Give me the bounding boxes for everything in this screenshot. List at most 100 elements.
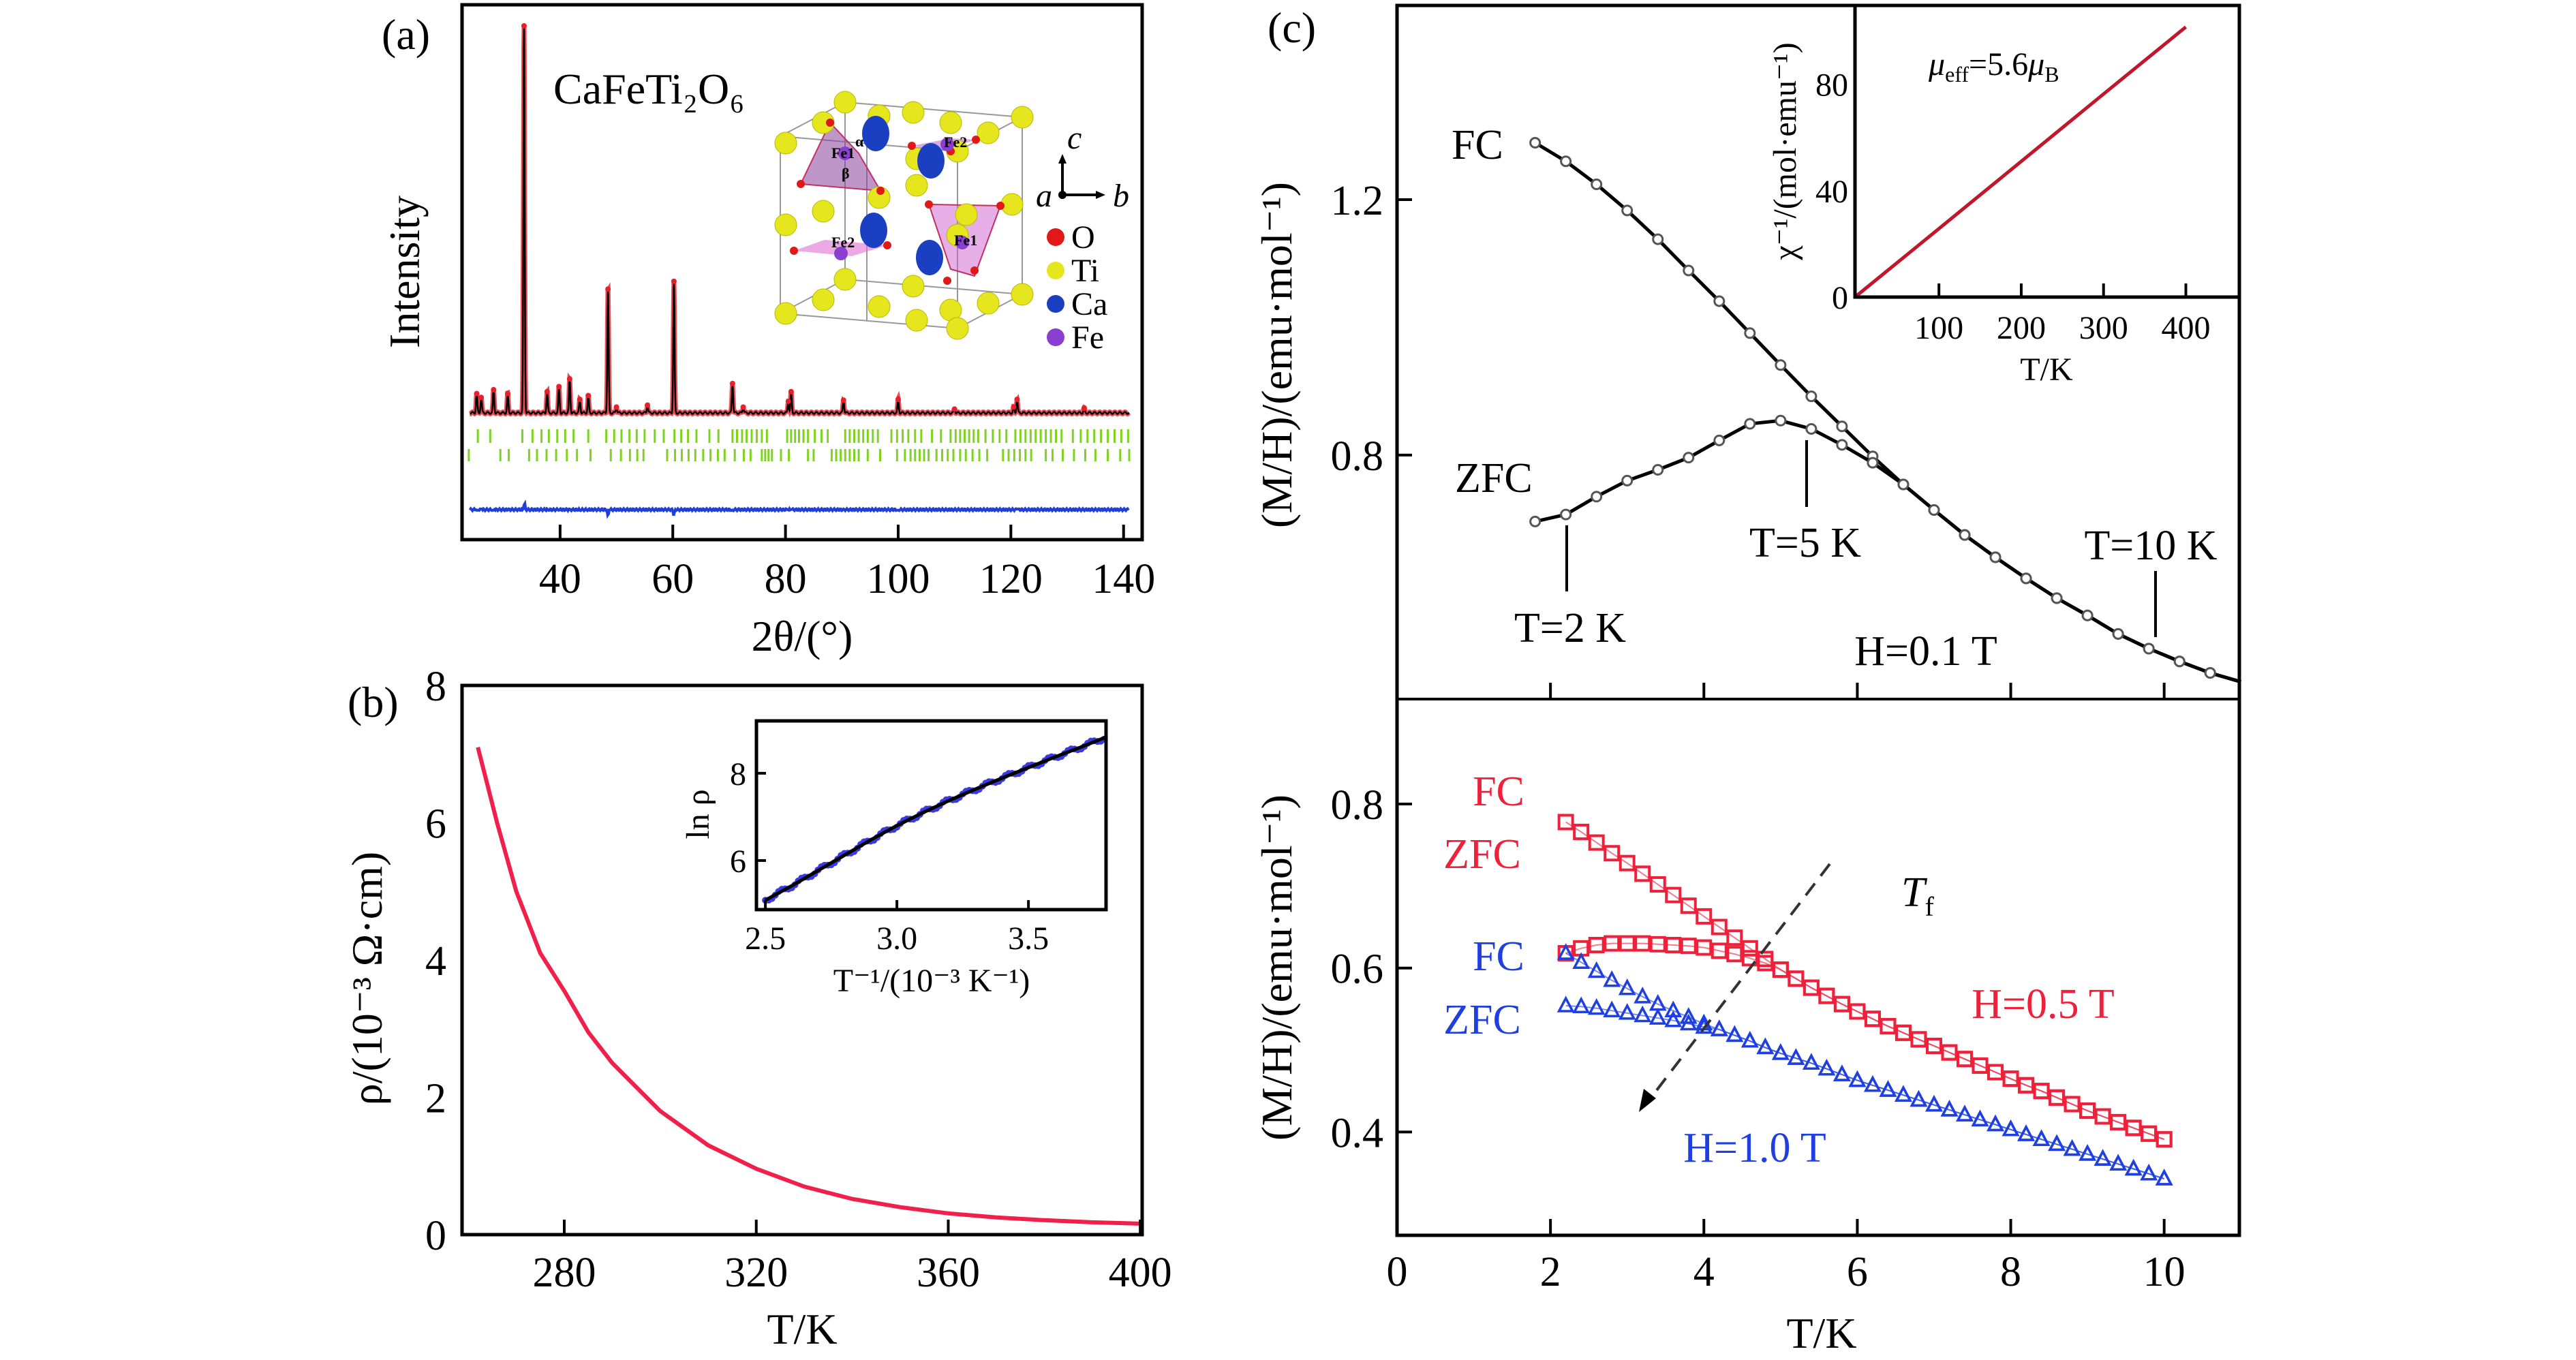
data-point-zfc-h-1-0-t <box>2109 1154 2128 1171</box>
data-point-zfc <box>1529 515 1542 527</box>
axis-c-label: c <box>1067 120 1082 156</box>
data-point-fc-h-1-0-t <box>1603 970 1621 987</box>
panel-c-upper-ylabel: (M/H)/(emu·mol⁻¹) <box>1253 182 1301 528</box>
panel-b-ylabel: ρ/(10⁻³ Ω·cm) <box>343 852 391 1105</box>
mu-eff-value: =5.6 <box>1969 46 2028 82</box>
site-label-alpha: α <box>855 133 864 150</box>
data-point-zfc-h-1-0-t <box>1710 1019 1728 1036</box>
data-point-zfc-h-0-5-t <box>2110 1113 2127 1130</box>
x-tick-label: 2 <box>1540 1249 1561 1295</box>
data-point-zfc-h-1-0-t <box>1787 1048 1805 1065</box>
data-point-zfc-h-1-0-t <box>2032 1129 2051 1146</box>
inset-b-xlabel: T⁻¹/(10⁻³ K⁻¹) <box>833 963 1030 999</box>
panel-b-xlabel: T/K <box>767 1305 837 1353</box>
crystal-structure-inset: Fe1 Fe2 Fe2 Fe1 α β c a b O T <box>774 91 1129 356</box>
inset-c-frame <box>1853 3 2241 299</box>
data-point-zfc-h-0-5-t <box>2094 1108 2111 1125</box>
ti-atom <box>905 309 928 332</box>
data-point-zfc-h-1-0-t <box>1726 1025 1744 1042</box>
ti-atom <box>868 295 891 318</box>
data-point-zfc-h-1-0-t <box>1618 1003 1636 1020</box>
data-point-fc-h-1-0-t <box>1618 978 1636 995</box>
ti-atom <box>939 111 962 134</box>
arrowhead-icon <box>1058 154 1067 164</box>
label-zfc-10: ZFC <box>1443 997 1521 1043</box>
peak-observed-point <box>729 380 735 386</box>
label-zfc-05: ZFC <box>1443 831 1521 878</box>
data-point-fc-h-1-0-t <box>1679 1007 1698 1024</box>
data-point-fc-h-1-0-t <box>1587 961 1606 978</box>
data-point-zfc-h-1-0-t <box>1910 1089 1928 1107</box>
data-point-zfc-h-0-5-t <box>1803 979 1820 996</box>
site-label-fe1: Fe1 <box>831 144 855 161</box>
data-point-fc <box>1652 233 1664 245</box>
series-line-fc <box>1534 141 2241 684</box>
data-point-zfc <box>2143 643 2155 655</box>
peak-observed-point <box>478 395 485 401</box>
data-point-zfc <box>1836 439 1848 451</box>
ti-atom <box>812 288 835 311</box>
data-point-zfc-h-1-0-t <box>1940 1100 1959 1117</box>
data-point-zfc-h-0-5-t <box>1972 1057 1989 1074</box>
resistivity-plot-area <box>476 746 1141 1226</box>
legend-o-marker <box>1047 228 1064 246</box>
data-point-zfc-h-1-0-t <box>2140 1163 2158 1181</box>
data-point-zfc <box>2173 655 2186 668</box>
y-tick-label: 1.2 <box>1331 178 1384 224</box>
data-point-zfc-h-0-5-t <box>1741 950 1758 967</box>
label-fc: FC <box>1452 122 1503 168</box>
compound-formula: CaFeTi₂O₆ <box>553 65 745 113</box>
data-point-zfc-h-1-0-t <box>2017 1124 2035 1141</box>
data-point-zfc-h-0-5-t <box>1619 935 1636 952</box>
x-tick-label: 8 <box>2000 1249 2021 1295</box>
label-tf: Tf <box>1901 869 1934 922</box>
data-point-zfc-h-1-0-t <box>1956 1104 1974 1122</box>
data-point-zfc-h-0-5-t <box>1604 935 1621 952</box>
y-tick-label: 0.8 <box>1331 782 1384 829</box>
data-point-zfc-h-0-5-t <box>1925 1038 1942 1055</box>
y-tick-label: 0.6 <box>1331 946 1384 993</box>
label-fc-05: FC <box>1473 769 1524 815</box>
data-point-zfc-h-1-0-t <box>1879 1080 1897 1097</box>
x-tick-label: 140 <box>1092 556 1155 602</box>
panel-a-ylabel: Intensity <box>380 196 429 348</box>
ti-atom <box>946 317 969 340</box>
data-point-zfc-h-0-5-t <box>1895 1024 1912 1041</box>
data-point-fc-h-1-0-t <box>1572 952 1591 970</box>
inset-b-ylabel: ln ρ <box>680 789 716 839</box>
y-tick-label: 6 <box>730 844 746 880</box>
data-point-zfc <box>2081 609 2094 621</box>
x-tick-label: 360 <box>917 1250 980 1296</box>
data-point-fc-h-1-0-t <box>1634 987 1652 1004</box>
site-label-fe1: Fe1 <box>954 232 977 249</box>
data-point-zfc-h-0-5-t <box>2079 1102 2096 1119</box>
data-point-zfc-h-1-0-t <box>1895 1085 1912 1102</box>
ti-atom <box>955 203 978 226</box>
data-point-fc <box>1529 137 1542 149</box>
y-tick-label: 80 <box>1815 67 1848 104</box>
ti-atom <box>868 186 891 209</box>
y-tick-label: 0 <box>1832 280 1848 316</box>
label-zfc: ZFC <box>1455 455 1533 501</box>
data-point-fc <box>1591 178 1603 190</box>
panel-a-frame <box>460 3 1144 542</box>
peak-observed-point <box>1014 397 1020 403</box>
data-point-zfc-h-0-5-t <box>1588 937 1605 954</box>
data-point-fc-h-0-5-t <box>1696 908 1713 925</box>
panel-c-ticks: 0.8 1.2 <box>1331 178 2166 699</box>
data-point-zfc-h-1-0-t <box>1664 1010 1683 1027</box>
tf-dashed-arrow <box>1646 863 1831 1103</box>
data-point-zfc-h-1-0-t <box>1572 996 1591 1014</box>
ti-atom <box>977 121 1000 144</box>
data-point-zfc-h-1-0-t <box>2002 1119 2020 1137</box>
data-point-zfc-h-0-5-t <box>1634 935 1651 952</box>
label-field-10: H=1.0 T <box>1683 1125 1826 1171</box>
data-point-fc-h-1-0-t <box>1649 993 1667 1011</box>
y-tick-label: 0.4 <box>1331 1110 1384 1156</box>
ti-atom <box>833 268 857 291</box>
data-point-zfc <box>1621 474 1634 486</box>
data-point-zfc <box>1713 434 1726 446</box>
fe-atoms <box>834 138 969 260</box>
data-point-zfc-h-0-5-t <box>2018 1077 2035 1094</box>
